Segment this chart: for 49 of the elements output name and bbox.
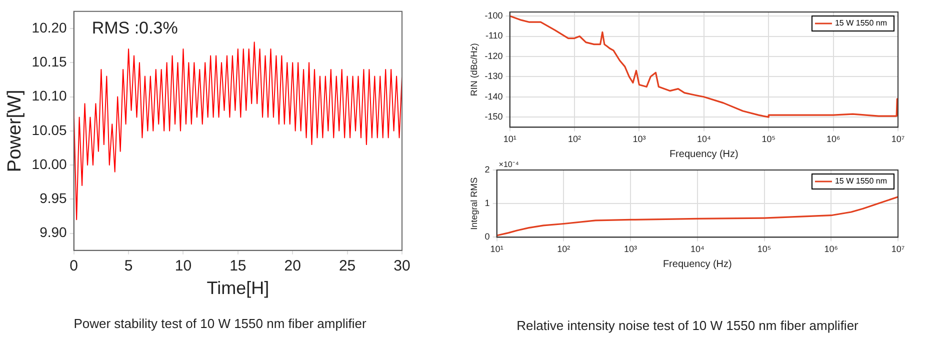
x-axis-title: Frequency (Hz)	[662, 258, 732, 270]
y-axis-title: Power[W]	[4, 90, 26, 172]
x-tick-label: 10⁶	[824, 244, 838, 254]
text: Relative intensity noise test of 10 W 1550 nm fiber amplifier	[516, 318, 860, 333]
x-axis-title: Time[H]	[206, 278, 270, 298]
y-tick-label: -100	[484, 10, 503, 21]
y-tick-label: 10.20	[32, 19, 68, 36]
x-tick-label: 10¹	[503, 134, 516, 144]
x-tick-label: 10⁴	[690, 244, 704, 254]
x-tick-label: 10³	[624, 244, 638, 254]
x-tick-label: 0	[70, 258, 78, 275]
x-tick-label: 25	[338, 258, 356, 275]
text: Power stability test of 10 W 1550 nm fiber amplifier	[72, 316, 368, 331]
text: ×10⁻⁴	[498, 160, 520, 170]
y-tick-label: -110	[485, 30, 503, 41]
y-tick-label: 10.15	[32, 53, 68, 70]
y-tick-label: 9.95	[40, 190, 68, 206]
y-tick-label: 10.00	[32, 156, 68, 172]
y-tick-label: 1	[484, 198, 490, 208]
x-axis-title: Frequency (Hz)	[669, 148, 738, 160]
x-tick-label: 10⁵	[757, 244, 772, 254]
x-tick-label: 5	[124, 258, 133, 275]
x-tick-label: 20	[284, 258, 301, 275]
annotation: RMS :0.3%	[92, 18, 178, 38]
x-tick-label: 10⁷	[891, 244, 905, 254]
y-tick-label: 2	[484, 164, 490, 174]
x-tick-label: 10⁷	[891, 134, 905, 144]
x-tick-label: 10²	[568, 134, 582, 144]
y-tick-label: -130	[484, 71, 503, 82]
x-tick-label: 30	[394, 258, 410, 275]
y-tick-label: 0	[484, 232, 490, 242]
x-tick-label: 10¹	[490, 244, 504, 254]
x-tick-label: 10²	[557, 244, 570, 254]
y-axis-title: Integral RMS	[468, 177, 479, 230]
x-tick-label: 10⁶	[826, 134, 840, 144]
x-tick-label: 10	[174, 258, 192, 275]
x-tick-label: 10⁴	[696, 134, 711, 144]
x-tick-label: 10³	[632, 134, 646, 144]
y-tick-label: 9.90	[40, 224, 68, 240]
x-tick-label: 15	[230, 258, 246, 275]
y-tick-label: -120	[484, 50, 503, 61]
x-tick-label: 10⁵	[762, 134, 776, 144]
legend-label: 15 W 1550 nm	[834, 18, 888, 28]
y-tick-label: 10.10	[32, 88, 68, 104]
y-axis-title: RIN (dBc/Hz)	[468, 43, 479, 96]
legend-label: 15 W 1550 nm	[834, 176, 888, 186]
y-tick-label: -140	[484, 91, 503, 102]
y-tick-label: -150	[484, 112, 503, 122]
y-tick-label: 10.05	[32, 122, 68, 138]
